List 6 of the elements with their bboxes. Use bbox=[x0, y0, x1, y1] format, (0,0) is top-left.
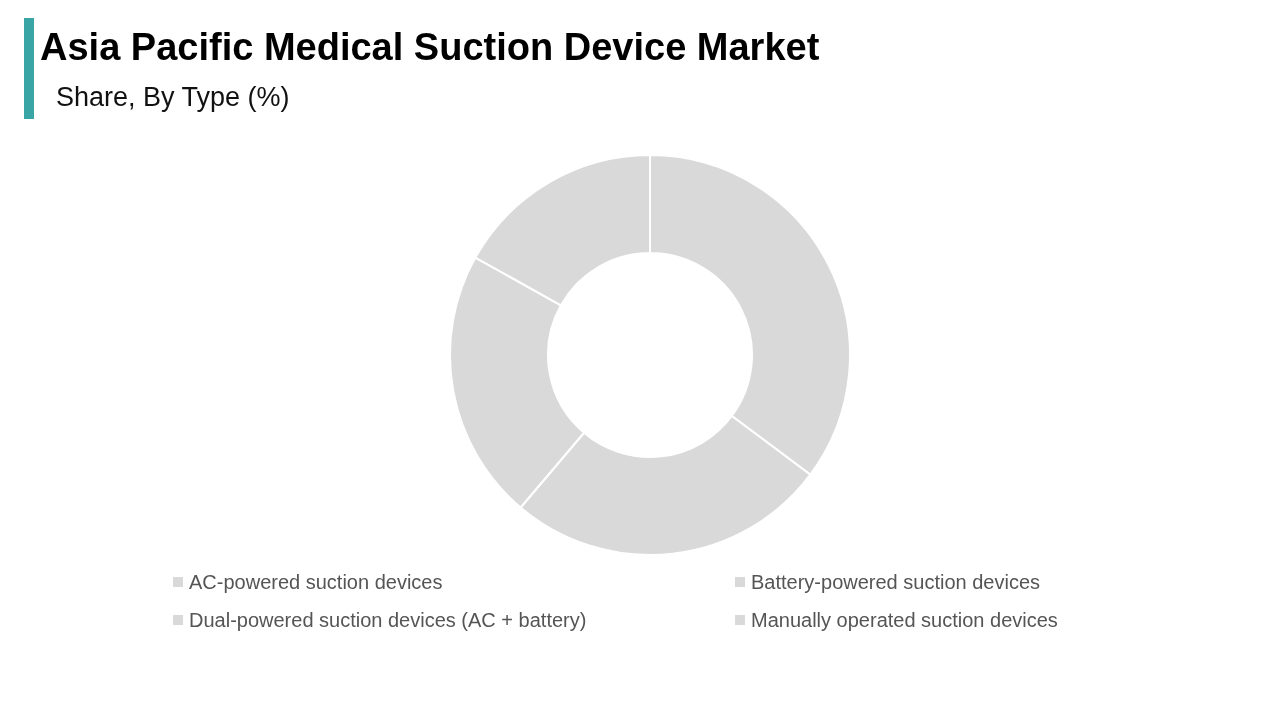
legend-label: Battery-powered suction devices bbox=[751, 571, 1041, 593]
chart-subtitle: Share, By Type (%) bbox=[56, 82, 290, 112]
chart-title: Asia Pacific Medical Suction Device Market bbox=[40, 26, 820, 68]
legend-label: Dual-powered suction devices (AC + battery) bbox=[189, 609, 587, 631]
legend-label: AC-powered suction devices bbox=[189, 571, 443, 593]
legend-label: Manually operated suction devices bbox=[751, 609, 1058, 631]
